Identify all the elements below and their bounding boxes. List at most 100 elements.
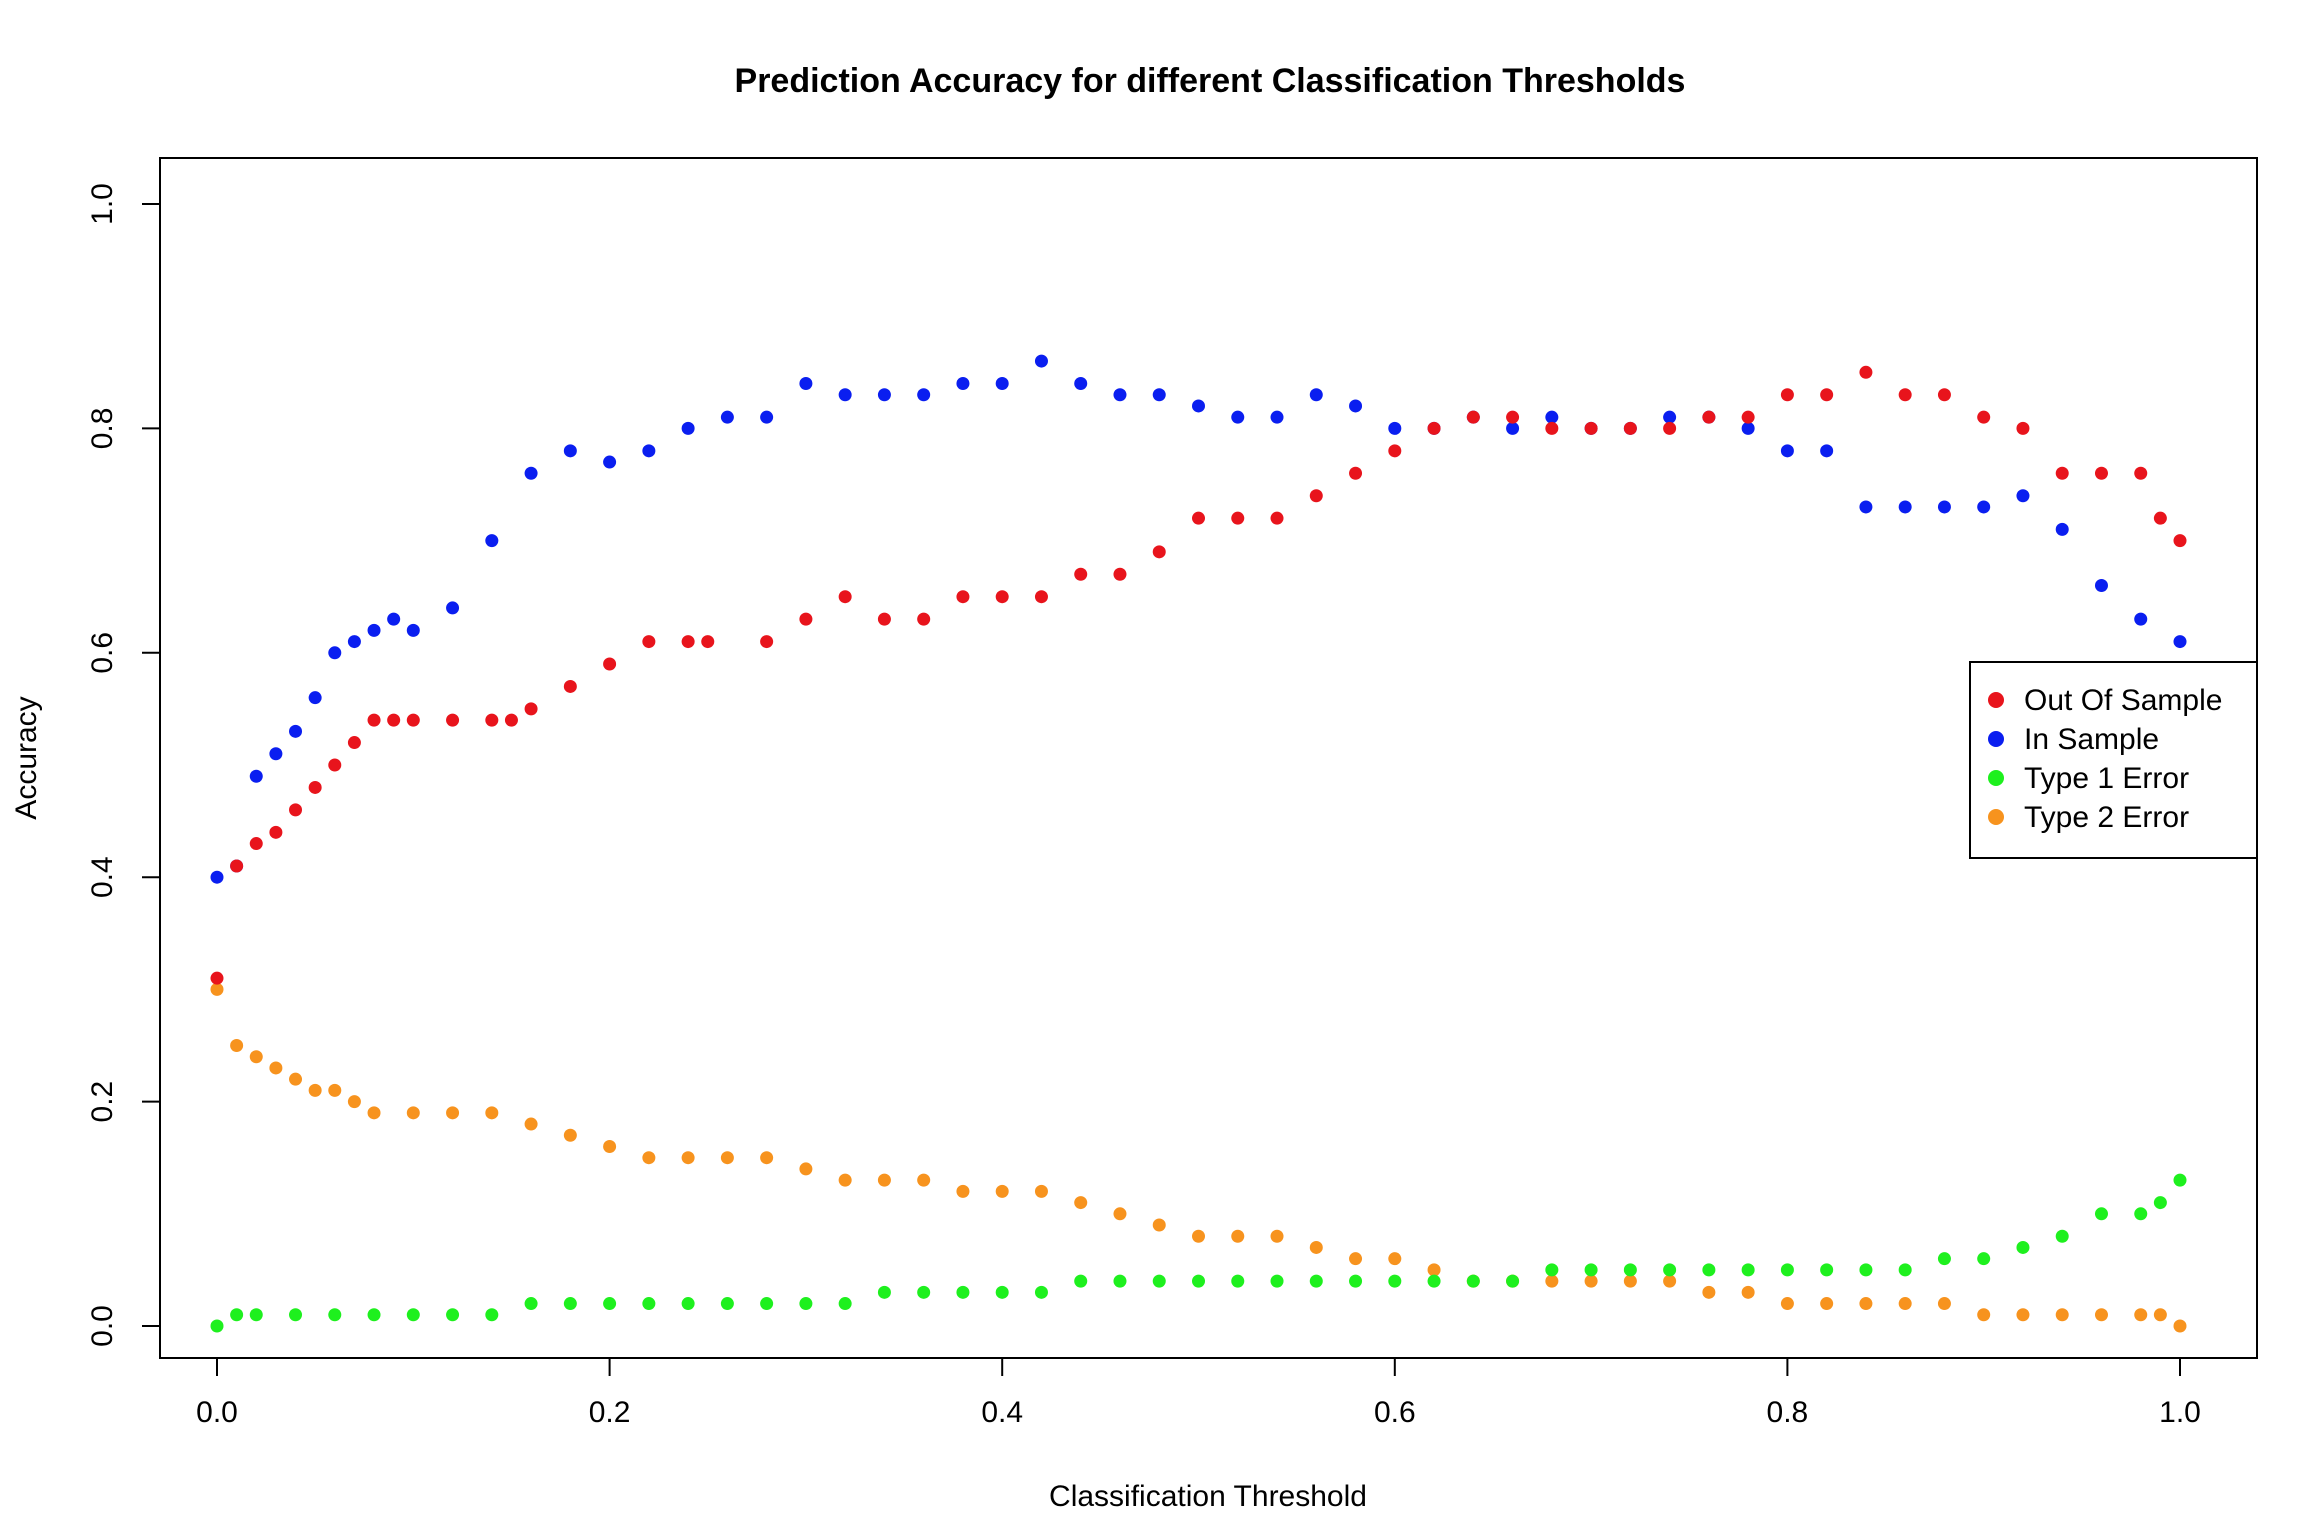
data-point (2134, 466, 2148, 480)
data-point (760, 1297, 774, 1311)
chart-title: Prediction Accuracy for different Classi… (735, 62, 1686, 100)
data-point (956, 590, 970, 604)
data-point (1898, 1297, 1912, 1311)
series-out-of-sample (210, 365, 2187, 985)
data-point (917, 612, 931, 626)
data-point (1231, 1229, 1245, 1243)
data-point (387, 713, 401, 727)
data-point (1388, 421, 1402, 435)
data-point (1192, 1274, 1205, 1288)
data-point (367, 1308, 381, 1322)
data-point (799, 612, 813, 626)
data-point (838, 590, 852, 604)
data-point (1937, 1297, 1951, 1311)
data-point (995, 1184, 1009, 1198)
data-point (308, 691, 322, 705)
data-point (1466, 1274, 1480, 1288)
data-point (642, 1297, 656, 1311)
data-point (563, 1297, 577, 1311)
data-point (210, 1319, 224, 1333)
data-point (760, 635, 774, 649)
data-point (1859, 1263, 1873, 1277)
data-point (995, 590, 1009, 604)
data-point (877, 1285, 891, 1299)
data-point (2134, 612, 2148, 626)
data-point (1349, 466, 1363, 480)
y-tick-label: 0.6 (86, 632, 119, 674)
y-axis: 0.0 0.2 0.4 0.6 0.8 1.0 (86, 183, 161, 1347)
data-point (1034, 354, 1048, 368)
data-point (877, 612, 891, 626)
data-point (1388, 1274, 1402, 1288)
data-point (1506, 421, 1520, 435)
data-point (1545, 1263, 1559, 1277)
data-point (642, 444, 656, 458)
data-point (1427, 1274, 1441, 1288)
data-point (1623, 421, 1637, 435)
x-tick-label: 0.0 (196, 1396, 238, 1429)
data-point (995, 377, 1009, 391)
data-point (1977, 410, 1991, 424)
data-point (1152, 388, 1166, 402)
data-point (1663, 1274, 1677, 1288)
plot-frame (159, 157, 2258, 1359)
data-point (1702, 410, 1716, 424)
y-axis-label: Accuracy (10, 696, 43, 819)
data-point (504, 713, 518, 727)
data-point (269, 1061, 283, 1075)
data-point (446, 713, 460, 727)
data-point (642, 635, 656, 649)
data-point (1859, 500, 1873, 514)
data-point (230, 859, 244, 873)
data-points (210, 354, 2187, 1333)
data-point (2094, 1207, 2108, 1221)
data-point (1152, 545, 1166, 559)
legend-entry-label: In Sample (2024, 723, 2159, 756)
data-point (269, 825, 283, 839)
data-point (1506, 1274, 1520, 1288)
data-point (1741, 1285, 1755, 1299)
data-point (701, 635, 715, 649)
legend-marker (1988, 692, 2004, 708)
data-point (485, 534, 499, 548)
x-axis: 0.0 0.2 0.4 0.6 0.8 1.0 (196, 1357, 2201, 1429)
data-point (760, 1151, 774, 1165)
legend: Out Of Sample In Sample Type 1 Error Type 2… (1969, 661, 2258, 859)
data-point (1113, 567, 1127, 581)
data-point (1780, 444, 1794, 458)
data-point (367, 713, 381, 727)
data-point (2094, 466, 2108, 480)
data-point (1584, 1274, 1598, 1288)
data-point (1623, 1274, 1637, 1288)
data-point (1898, 1263, 1912, 1277)
data-point (681, 635, 695, 649)
data-point (249, 769, 263, 783)
data-point (720, 1297, 734, 1311)
series-type-1-error (210, 1173, 2187, 1333)
data-point (1820, 1263, 1834, 1277)
data-point (1231, 511, 1245, 525)
data-point (956, 377, 970, 391)
data-point (1309, 489, 1323, 503)
data-point (1074, 567, 1088, 581)
data-point (1231, 1274, 1245, 1288)
x-tick-label: 0.8 (1767, 1396, 1809, 1429)
data-point (995, 1285, 1009, 1299)
x-tick-label: 0.4 (981, 1396, 1023, 1429)
data-point (838, 1173, 852, 1187)
data-point (1231, 410, 1245, 424)
data-point (1349, 399, 1363, 413)
data-point (2173, 635, 2187, 649)
data-point (1584, 1263, 1598, 1277)
data-point (524, 1297, 538, 1311)
x-tick-label: 0.6 (1374, 1396, 1416, 1429)
data-point (720, 410, 734, 424)
data-point (485, 713, 499, 727)
data-point (1074, 1196, 1088, 1210)
data-point (1741, 1263, 1755, 1277)
data-point (446, 1308, 460, 1322)
data-point (1192, 399, 1205, 413)
data-point (563, 679, 577, 693)
data-point (1780, 388, 1794, 402)
